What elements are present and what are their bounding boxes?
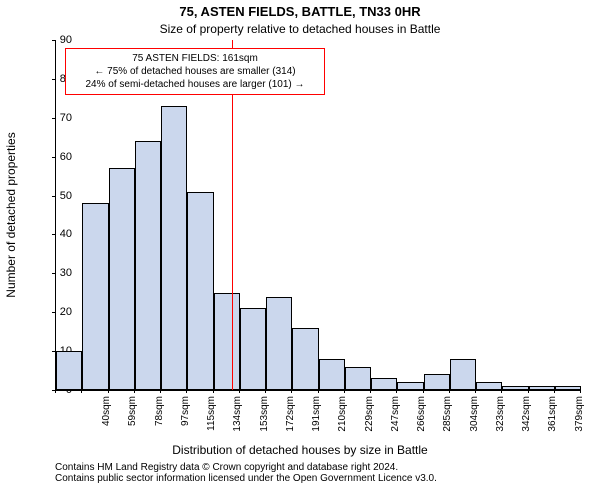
x-tick-mark [318, 390, 319, 393]
x-tick-mark [554, 390, 555, 393]
x-tick-mark [265, 390, 266, 393]
histogram-bar [345, 367, 371, 390]
histogram-bar [109, 168, 135, 390]
x-tick-mark [160, 390, 161, 393]
histogram-bar [319, 359, 345, 390]
x-tick-mark [239, 390, 240, 393]
x-tick-mark [370, 390, 371, 393]
x-tick-mark [475, 390, 476, 393]
copyright-text: Contains HM Land Registry data © Crown c… [55, 462, 437, 484]
histogram-bar [56, 351, 82, 390]
x-tick-label: 266sqm [416, 396, 427, 444]
x-tick-label: 229sqm [364, 396, 375, 444]
x-tick-mark [528, 390, 529, 393]
annotation-line-1: 75 ASTEN FIELDS: 161sqm [72, 52, 318, 65]
y-axis-label: Number of detached properties [4, 132, 18, 297]
x-tick-label: 342sqm [521, 396, 532, 444]
x-axis-label: Distribution of detached houses by size … [0, 443, 600, 457]
x-tick-label: 304sqm [469, 396, 480, 444]
histogram-bar [529, 386, 555, 390]
x-tick-mark [449, 390, 450, 393]
x-tick-mark [213, 390, 214, 393]
x-tick-mark [186, 390, 187, 393]
histogram-bar [240, 308, 266, 390]
histogram-bar [476, 382, 502, 390]
annotation-line-3: 24% of semi-detached houses are larger (… [72, 78, 318, 91]
copyright-line-1: Contains HM Land Registry data © Crown c… [55, 462, 437, 473]
x-tick-mark [134, 390, 135, 393]
x-tick-label: 78sqm [154, 396, 165, 444]
histogram-bar [187, 192, 213, 390]
x-tick-mark [291, 390, 292, 393]
x-tick-label: 323sqm [495, 396, 506, 444]
annotation-box: 75 ASTEN FIELDS: 161sqm ← 75% of detache… [65, 48, 325, 95]
histogram-bar [266, 297, 292, 390]
histogram-bar [502, 386, 528, 390]
chart-title: 75, ASTEN FIELDS, BATTLE, TN33 0HR [0, 4, 600, 19]
histogram-bar [424, 374, 450, 390]
chart-subtitle: Size of property relative to detached ho… [0, 22, 600, 36]
x-tick-mark [501, 390, 502, 393]
histogram-bar [161, 106, 187, 390]
histogram-bar [135, 141, 161, 390]
x-tick-mark [396, 390, 397, 393]
x-tick-label: 247sqm [390, 396, 401, 444]
histogram-bar [450, 359, 476, 390]
x-tick-label: 172sqm [285, 396, 296, 444]
x-tick-mark [580, 390, 581, 393]
histogram-bar [397, 382, 423, 390]
x-tick-label: 379sqm [574, 396, 585, 444]
x-tick-label: 285sqm [442, 396, 453, 444]
copyright-line-2: Contains public sector information licen… [55, 473, 437, 484]
x-tick-label: 97sqm [180, 396, 191, 444]
x-tick-mark [108, 390, 109, 393]
x-tick-label: 153sqm [259, 396, 270, 444]
x-tick-label: 40sqm [101, 396, 112, 444]
x-tick-label: 115sqm [206, 396, 217, 444]
histogram-bar [292, 328, 318, 390]
x-tick-label: 59sqm [127, 396, 138, 444]
x-tick-mark [423, 390, 424, 393]
annotation-line-2: ← 75% of detached houses are smaller (31… [72, 65, 318, 78]
x-tick-label: 191sqm [311, 396, 322, 444]
histogram-bar [214, 293, 240, 390]
histogram-bar [555, 386, 581, 390]
x-tick-label: 210sqm [337, 396, 348, 444]
histogram-bar [371, 378, 397, 390]
x-tick-label: 361sqm [547, 396, 558, 444]
x-tick-mark [344, 390, 345, 393]
chart-container: 75, ASTEN FIELDS, BATTLE, TN33 0HR Size … [0, 0, 600, 500]
histogram-bar [82, 203, 108, 390]
x-tick-mark [55, 390, 56, 393]
x-tick-label: 134sqm [232, 396, 243, 444]
x-tick-mark [81, 390, 82, 393]
